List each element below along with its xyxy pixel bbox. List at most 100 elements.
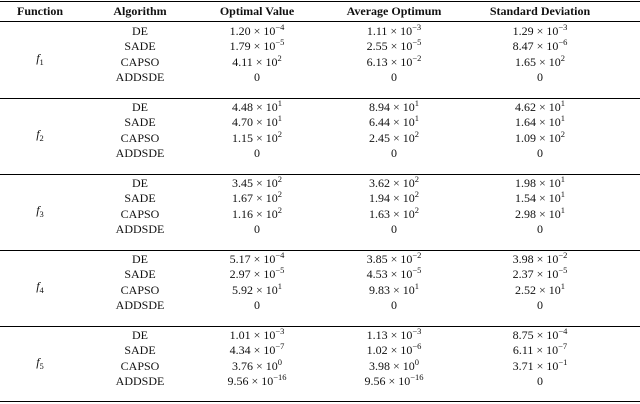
value-cell: 1.11 × 10−3 bbox=[366, 22, 422, 39]
algorithm: DE bbox=[132, 176, 148, 190]
value-cell: 8.75 × 10−4 bbox=[513, 327, 568, 343]
value-cell: 5.92 × 101 bbox=[232, 282, 282, 298]
value-cell: 0 bbox=[537, 70, 543, 85]
value-cell: 1.65 × 102 bbox=[515, 52, 566, 70]
value-cell: 3.71 × 10−1 bbox=[513, 358, 568, 374]
mantissa: 4.70 × 10 bbox=[231, 115, 278, 130]
value-cell: 0 bbox=[537, 374, 543, 389]
exponent: 2 bbox=[414, 189, 420, 200]
rule bbox=[0, 250, 640, 251]
function-label: f5 bbox=[36, 355, 44, 370]
value-cell: 1.54 × 101 bbox=[515, 190, 565, 206]
exponent: 2 bbox=[560, 52, 566, 63]
mantissa: 8.94 × 10 bbox=[368, 100, 415, 114]
exponent: −4 bbox=[275, 250, 285, 260]
value-cell: 4.62 × 101 bbox=[515, 98, 566, 115]
algorithm: CAPSO bbox=[120, 54, 160, 69]
mantissa: 8.47 × 10 bbox=[512, 39, 559, 54]
exponent: 2 bbox=[277, 189, 283, 200]
algorithm: ADDSDE bbox=[115, 146, 165, 161]
exponent: 1 bbox=[560, 204, 566, 215]
value-cell: 0 bbox=[254, 146, 260, 161]
value-cell: 1.67 × 102 bbox=[231, 189, 283, 206]
function-label: f2 bbox=[36, 127, 44, 142]
value-cell: 1.79 × 10−5 bbox=[230, 37, 285, 54]
exponent: −3 bbox=[275, 326, 285, 336]
mantissa: 3.76 × 10 bbox=[231, 358, 278, 373]
value-cell: 0 bbox=[537, 298, 543, 313]
value-cell: 6.11 × 10−7 bbox=[512, 341, 568, 358]
algorithm: SADE bbox=[124, 39, 156, 54]
mantissa: 1.94 × 10 bbox=[368, 191, 415, 206]
mantissa: 1.63 × 10 bbox=[368, 206, 415, 221]
algorithm: ADDSDE bbox=[115, 298, 165, 313]
mantissa: 6.44 × 10 bbox=[368, 115, 415, 130]
function-index: 4 bbox=[39, 285, 44, 295]
rule bbox=[0, 21, 640, 22]
exponent: −5 bbox=[558, 265, 568, 276]
value-cell: 9.56 × 10−16 bbox=[227, 373, 286, 389]
value-cell: 4.11 × 102 bbox=[232, 54, 282, 70]
value-cell: 1.98 × 101 bbox=[515, 175, 565, 191]
exponent: 1 bbox=[414, 98, 420, 108]
mantissa: 2.52 × 10 bbox=[514, 282, 561, 297]
header-cell: Function bbox=[16, 4, 64, 18]
value-cell: 3.76 × 100 bbox=[231, 358, 282, 374]
exponent: −7 bbox=[558, 341, 568, 352]
algorithm: DE bbox=[132, 100, 148, 114]
exponent: −2 bbox=[412, 52, 422, 63]
header-cell: Optimal Value bbox=[219, 4, 295, 18]
value-cell: 1.13 × 10−3 bbox=[367, 326, 422, 343]
mantissa: 1.67 × 10 bbox=[231, 191, 278, 206]
exponent: −3 bbox=[412, 22, 422, 32]
exponent: −3 bbox=[412, 326, 422, 336]
exponent: 2 bbox=[277, 128, 283, 139]
value-cell: 3.98 × 100 bbox=[369, 356, 420, 374]
value-cell: 1.15 × 102 bbox=[231, 128, 283, 146]
exponent: 2 bbox=[414, 204, 420, 215]
function-name: f bbox=[36, 127, 40, 141]
mantissa: 1.16 × 10 bbox=[231, 206, 278, 221]
exponent: 1 bbox=[560, 98, 566, 108]
function-index: 2 bbox=[39, 133, 44, 143]
mantissa: 9.56 × 10 bbox=[364, 374, 411, 389]
value-cell: 3.45 × 102 bbox=[232, 174, 283, 191]
mantissa: 4.48 × 10 bbox=[231, 100, 278, 114]
mantissa: 1.15 × 10 bbox=[231, 130, 278, 145]
mantissa: 6.13 × 10 bbox=[366, 54, 413, 69]
exponent: −7 bbox=[275, 341, 285, 352]
value-cell: 0 bbox=[254, 70, 260, 85]
value-cell: 1.29 × 10−3 bbox=[512, 23, 568, 39]
header-cell: Average Optimum bbox=[346, 4, 442, 18]
algorithm: CAPSO bbox=[120, 130, 160, 145]
value-cell: 1.16 × 102 bbox=[231, 206, 282, 222]
value-cell: 1.64 × 101 bbox=[515, 114, 565, 130]
value-cell: 2.55 × 10−5 bbox=[367, 38, 422, 54]
exponent: −4 bbox=[275, 22, 285, 32]
mantissa: 1.29 × 10 bbox=[512, 24, 559, 38]
algorithm: CAPSO bbox=[120, 206, 160, 221]
exponent: 2 bbox=[277, 174, 283, 184]
algorithm: ADDSDE bbox=[115, 374, 165, 389]
mantissa: 9.56 × 10 bbox=[227, 374, 274, 389]
exponent: 2 bbox=[560, 128, 566, 139]
value-cell: 6.44 × 101 bbox=[368, 114, 419, 130]
rule bbox=[0, 98, 640, 99]
mantissa: 6.11 × 10 bbox=[512, 343, 559, 358]
value-cell: 2.97 × 10−5 bbox=[230, 266, 285, 282]
mantissa: 3.62 × 10 bbox=[368, 176, 415, 190]
algorithm: CAPSO bbox=[120, 282, 160, 297]
function-index: 3 bbox=[39, 209, 44, 219]
function-name: f bbox=[36, 51, 40, 65]
exponent: 0 bbox=[414, 356, 420, 367]
mantissa: 1.11 × 10 bbox=[366, 24, 413, 38]
exponent: 1 bbox=[277, 98, 283, 108]
algorithm: SADE bbox=[124, 115, 156, 130]
exponent: −5 bbox=[275, 37, 285, 48]
value-cell: 1.63 × 102 bbox=[368, 204, 420, 222]
value-cell: 8.94 × 101 bbox=[368, 98, 420, 115]
algorithm: SADE bbox=[124, 267, 156, 282]
exponent: −6 bbox=[412, 341, 422, 352]
algorithm: ADDSDE bbox=[115, 222, 165, 237]
